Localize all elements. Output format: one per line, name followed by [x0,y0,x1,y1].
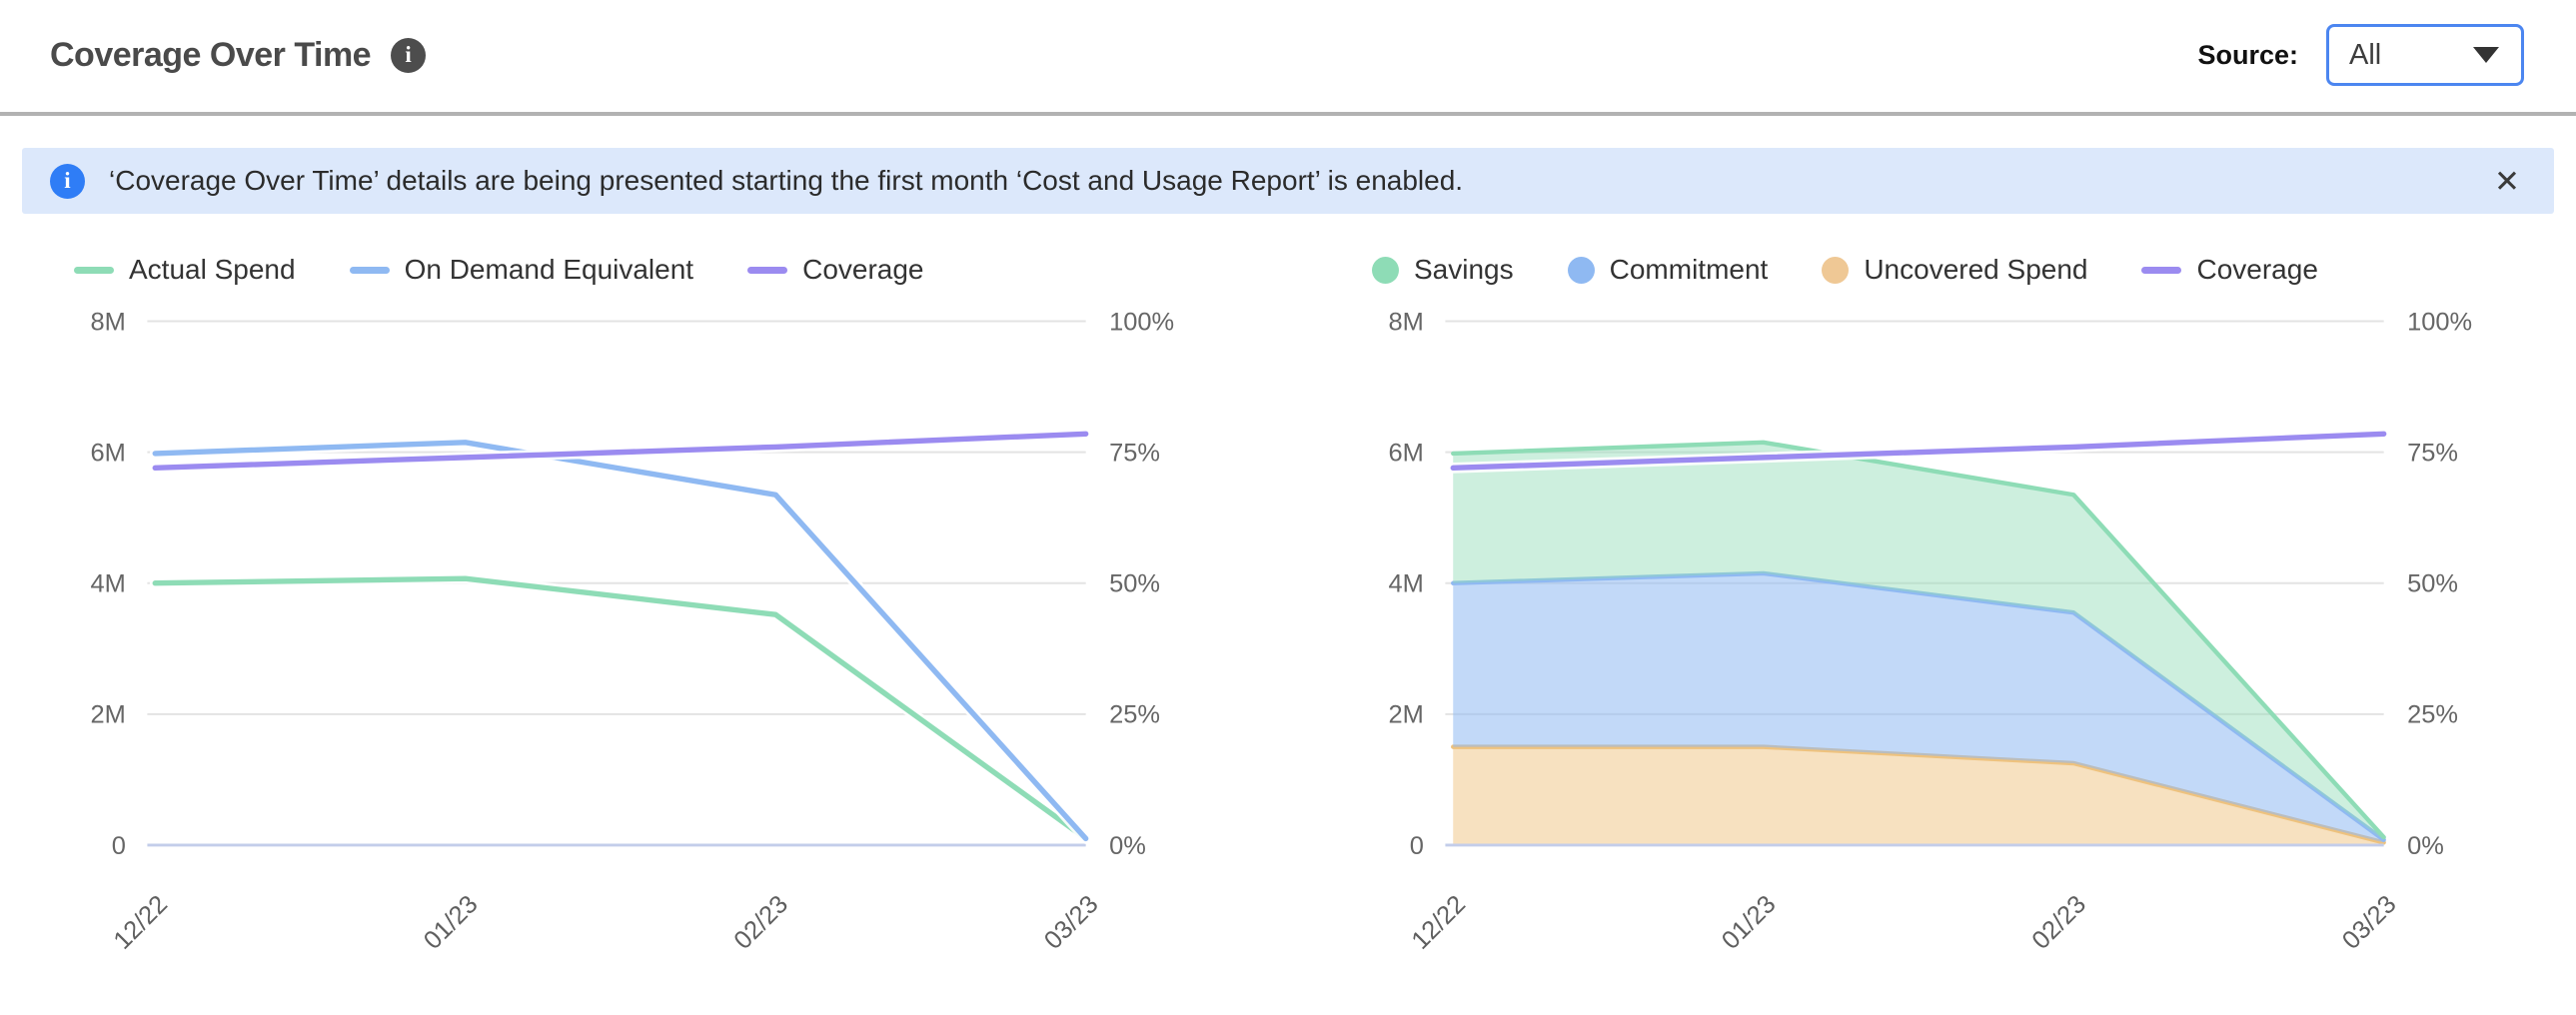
y-axis-right-label: 100% [1109,308,1174,336]
legend-line-icon [747,266,788,274]
x-axis-label: 03/23 [1039,890,1104,955]
y-axis-right-label: 0% [2407,832,2444,860]
y-axis-left-label: 4M [1389,570,1424,598]
legend-label: Savings [1414,254,1514,285]
area-savings [1453,442,2384,840]
source-filter: Source: All [2197,24,2524,86]
x-axis-label: 12/22 [108,890,173,955]
y-axis-left-label: 0 [1410,832,1424,860]
x-axis-label: 01/23 [1717,890,1782,955]
x-axis-label: 12/22 [1406,890,1471,955]
info-icon: i [50,163,85,199]
y-axis-right-label: 50% [2407,570,2458,598]
header-divider [0,112,2576,116]
legend-line-icon [349,266,390,274]
x-axis-label: 03/23 [2337,890,2402,955]
spend-line-chart-section: Actual Spend On Demand Equivalent Coverage… [30,248,1252,974]
y-axis-right-label: 75% [2407,439,2458,467]
x-axis-label: 01/23 [419,890,484,955]
legend-item-coverage[interactable]: Coverage [2141,254,2318,286]
y-axis-left-label: 2M [1389,701,1424,729]
series-halo-on-demand-equivalent [149,437,1092,844]
legend-dot-icon [1822,256,1850,284]
series-coverage [152,431,1089,472]
y-axis-left-label: 2M [91,701,126,729]
y-axis-right-label: 100% [2407,308,2472,336]
y-axis-right-label: 0% [1109,832,1146,860]
area-uncovered-spend [1453,746,2384,845]
x-axis-label: 02/23 [728,890,793,955]
legend-item-on-demand-equivalent[interactable]: On Demand Equivalent [349,254,694,286]
legend-label: Coverage [802,254,924,285]
series-on-demand-equivalent [152,440,1089,842]
chevron-down-icon [2473,47,2499,63]
y-axis-right-label: 25% [2407,701,2458,729]
area-top-savings [1451,440,2386,840]
y-axis-left-label: 0 [112,832,126,860]
page-title: Coverage Over Time [50,35,372,74]
banner-message: ‘Coverage Over Time’ details are being p… [109,165,1464,196]
info-icon[interactable]: i [391,37,427,73]
series-actual-spend [152,575,1089,842]
panel-header: Coverage Over Time i Source: All [0,0,2576,86]
legend-item-commitment[interactable]: Commitment [1567,254,1769,286]
charts-row: Actual Spend On Demand Equivalent Coverage… [0,248,2576,974]
y-axis-right-label: 75% [1109,439,1160,467]
close-icon[interactable]: ✕ [2494,163,2520,199]
legend-label: Coverage [2196,254,2318,285]
legend-item-actual-spend[interactable]: Actual Spend [74,254,296,286]
legend-dot-icon [1372,256,1399,284]
legend-label: On Demand Equivalent [404,254,694,285]
area-top-commitment [1451,570,2386,842]
y-axis-left-label: 6M [91,439,126,467]
y-axis-left-label: 8M [91,308,126,336]
legend-left-chart: Actual Spend On Demand Equivalent Coverage [74,254,1252,286]
legend-item-coverage[interactable]: Coverage [747,254,924,286]
source-select[interactable]: All [2326,24,2524,86]
title-wrap: Coverage Over Time i [50,35,427,75]
y-axis-right-label: 25% [1109,701,1160,729]
legend-line-icon [2141,266,2182,274]
info-banner: i ‘Coverage Over Time’ details are being… [22,148,2554,214]
source-select-value: All [2349,38,2382,71]
legend-item-savings[interactable]: Savings [1372,254,1514,286]
y-axis-left-label: 8M [1389,308,1424,336]
y-axis-left-label: 6M [1389,439,1424,467]
legend-right-chart: Savings Commitment Uncovered Spend Coverage [1372,254,2550,286]
area-chart-plot[interactable]: 0 2M 4M 6M 8M 0% 25% 50% 75% 100% 12/22 01/23 02/23 0… [1328,300,2550,974]
legend-item-uncovered-spend[interactable]: Uncovered Spend [1822,254,2087,286]
x-axis-label: 02/23 [2026,890,2091,955]
y-axis-left-label: 4M [91,570,126,598]
line-chart-plot[interactable]: 0 2M 4M 6M 8M 0% 25% 50% 75% 100% 12/22 01/23 02/23 0… [30,300,1252,974]
coverage-area-chart-section: Savings Commitment Uncovered Spend Coverage… [1328,248,2550,974]
legend-dot-icon [1567,256,1595,284]
legend-line-icon [74,266,114,274]
legend-label: Commitment [1609,254,1769,285]
y-axis-right-label: 50% [1109,570,1160,598]
series-coverage [1450,431,2387,472]
legend-label: Actual Spend [129,254,296,285]
series-halo-actual-spend [149,572,1092,844]
area-commitment [1453,572,2384,843]
legend-label: Uncovered Spend [1864,254,2088,285]
source-label: Source: [2197,39,2298,70]
